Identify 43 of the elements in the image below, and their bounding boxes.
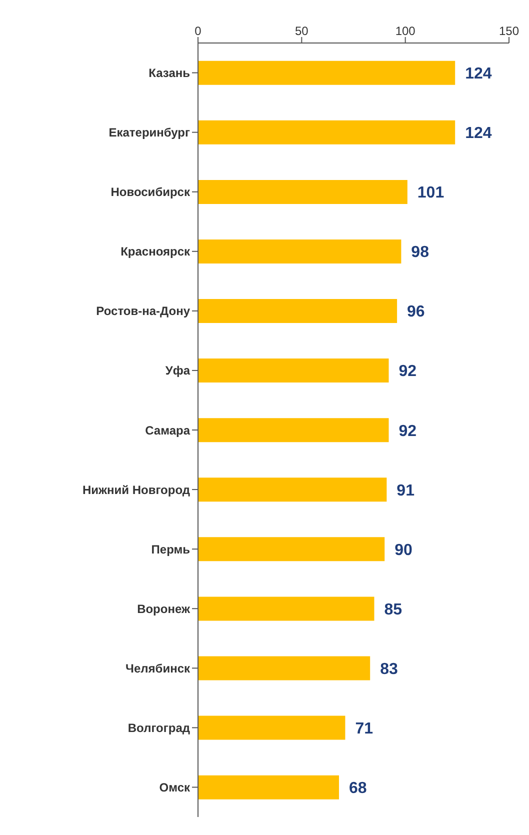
bar xyxy=(198,775,339,800)
data-label: 71 xyxy=(355,720,374,738)
data-label: 98 xyxy=(411,244,430,262)
y-tick-label: Новосибирск xyxy=(110,185,191,200)
data-label: 90 xyxy=(394,542,412,559)
y-tick-label: Казань xyxy=(148,66,190,80)
bar xyxy=(198,60,456,85)
y-tick-label: Красноярск xyxy=(120,244,191,259)
bar xyxy=(198,716,346,740)
data-label: 68 xyxy=(348,780,367,798)
bar xyxy=(198,180,408,204)
x-tick-label: 100 xyxy=(395,24,416,38)
bar xyxy=(198,418,389,442)
bar xyxy=(198,656,370,680)
y-tick-label: Самара xyxy=(145,423,190,438)
bar xyxy=(198,120,456,144)
y-tick-label: Волгоград xyxy=(128,720,190,735)
y-tick-label: Уфа xyxy=(165,364,190,378)
data-label: 83 xyxy=(380,660,398,678)
x-tick-label: 0 xyxy=(194,24,202,38)
bar xyxy=(198,358,389,383)
y-tick-label: Екатеринбург xyxy=(108,126,190,140)
data-label: 92 xyxy=(398,422,417,440)
x-tick-label: 50 xyxy=(294,24,309,38)
bar xyxy=(198,537,385,562)
data-label: 96 xyxy=(407,304,425,321)
y-tick-label: Ростов-на-Дону xyxy=(96,304,190,318)
y-tick-label: Омск xyxy=(159,780,191,794)
bar xyxy=(198,478,387,502)
x-tick-label: 150 xyxy=(498,24,520,38)
y-tick-label: Воронеж xyxy=(137,602,190,616)
data-label: 92 xyxy=(398,363,417,380)
bar xyxy=(198,299,398,324)
data-label: 124 xyxy=(465,66,492,83)
y-tick-label: Пермь xyxy=(151,542,190,556)
bar xyxy=(198,239,402,264)
bar xyxy=(198,596,374,621)
data-label: 91 xyxy=(396,482,415,500)
data-label: 101 xyxy=(417,184,444,202)
y-tick-label: Нижний Новгород xyxy=(82,482,190,497)
y-tick-label: Челябинск xyxy=(126,661,191,676)
data-label: 85 xyxy=(384,601,402,618)
data-label: 124 xyxy=(465,125,492,142)
